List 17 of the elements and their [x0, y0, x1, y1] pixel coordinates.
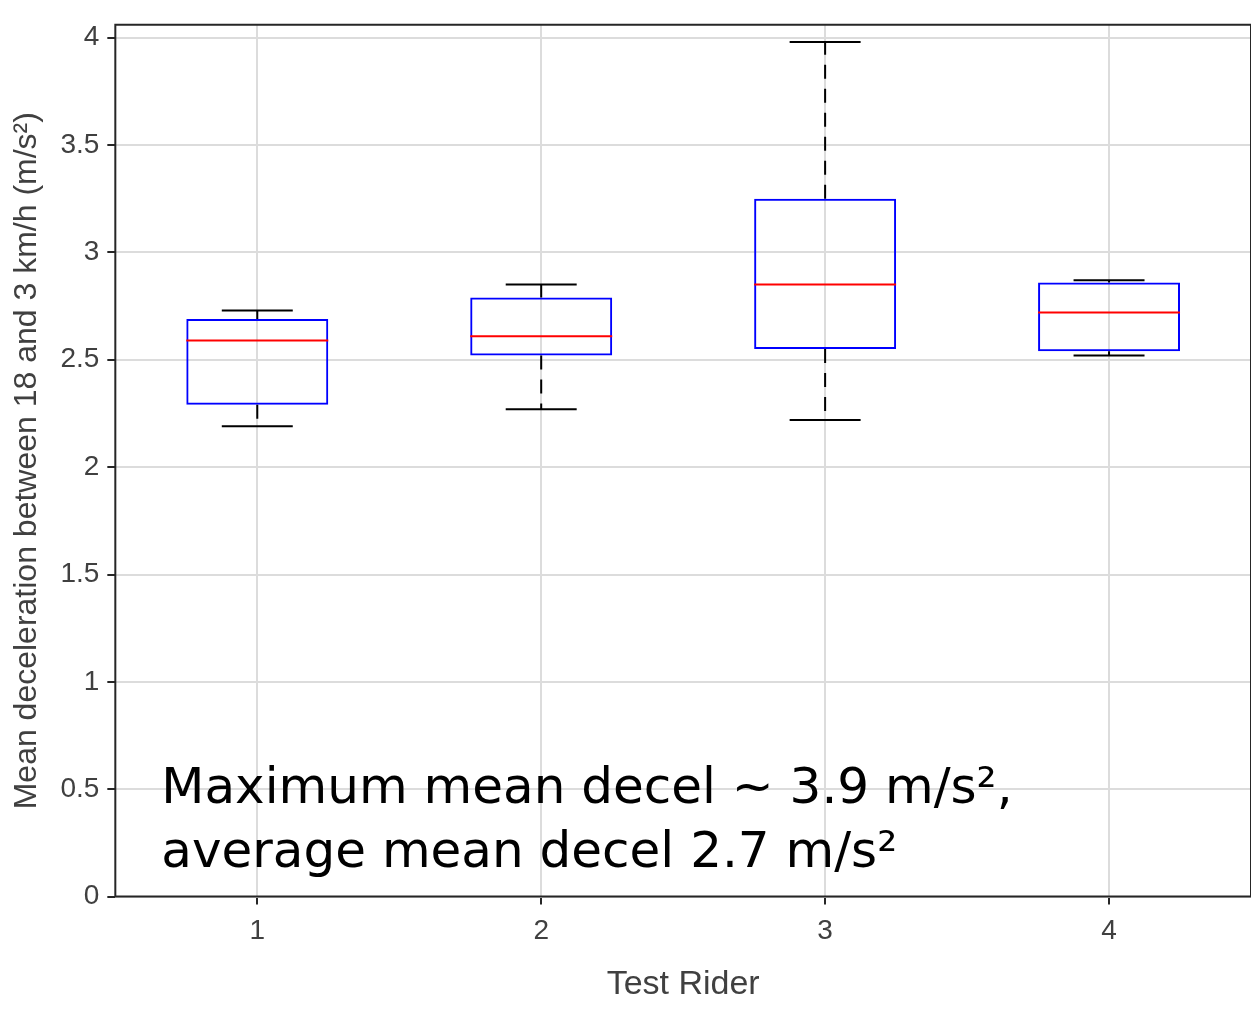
x-tick-label: 4 [1101, 914, 1117, 946]
x-tick-label: 3 [817, 914, 833, 946]
y-tick-label: 0 [83, 879, 100, 911]
y-tick-label: 2.5 [60, 342, 100, 374]
annotation: average mean decel 2.7 m/s² [161, 820, 898, 879]
y-tick-label: 3 [83, 235, 100, 267]
y-tick-label: 1 [83, 664, 100, 696]
y-tick-label: 1.5 [60, 557, 100, 589]
y-tick-label: 3.5 [60, 127, 100, 159]
annotation: Maximum mean decel ~ 3.9 m/s², [161, 756, 1013, 815]
x-tick-label: 1 [249, 914, 266, 946]
x-tick-label: 2 [533, 914, 549, 946]
x-axis-title: Test Rider [606, 962, 760, 1001]
y-tick-label: 2 [83, 449, 100, 481]
y-axis-title: Mean deceleration between 18 and 3 km/h (m/s²) [7, 112, 44, 810]
y-tick-label: 0.5 [60, 771, 100, 803]
y-tick-label: 4 [83, 20, 100, 52]
